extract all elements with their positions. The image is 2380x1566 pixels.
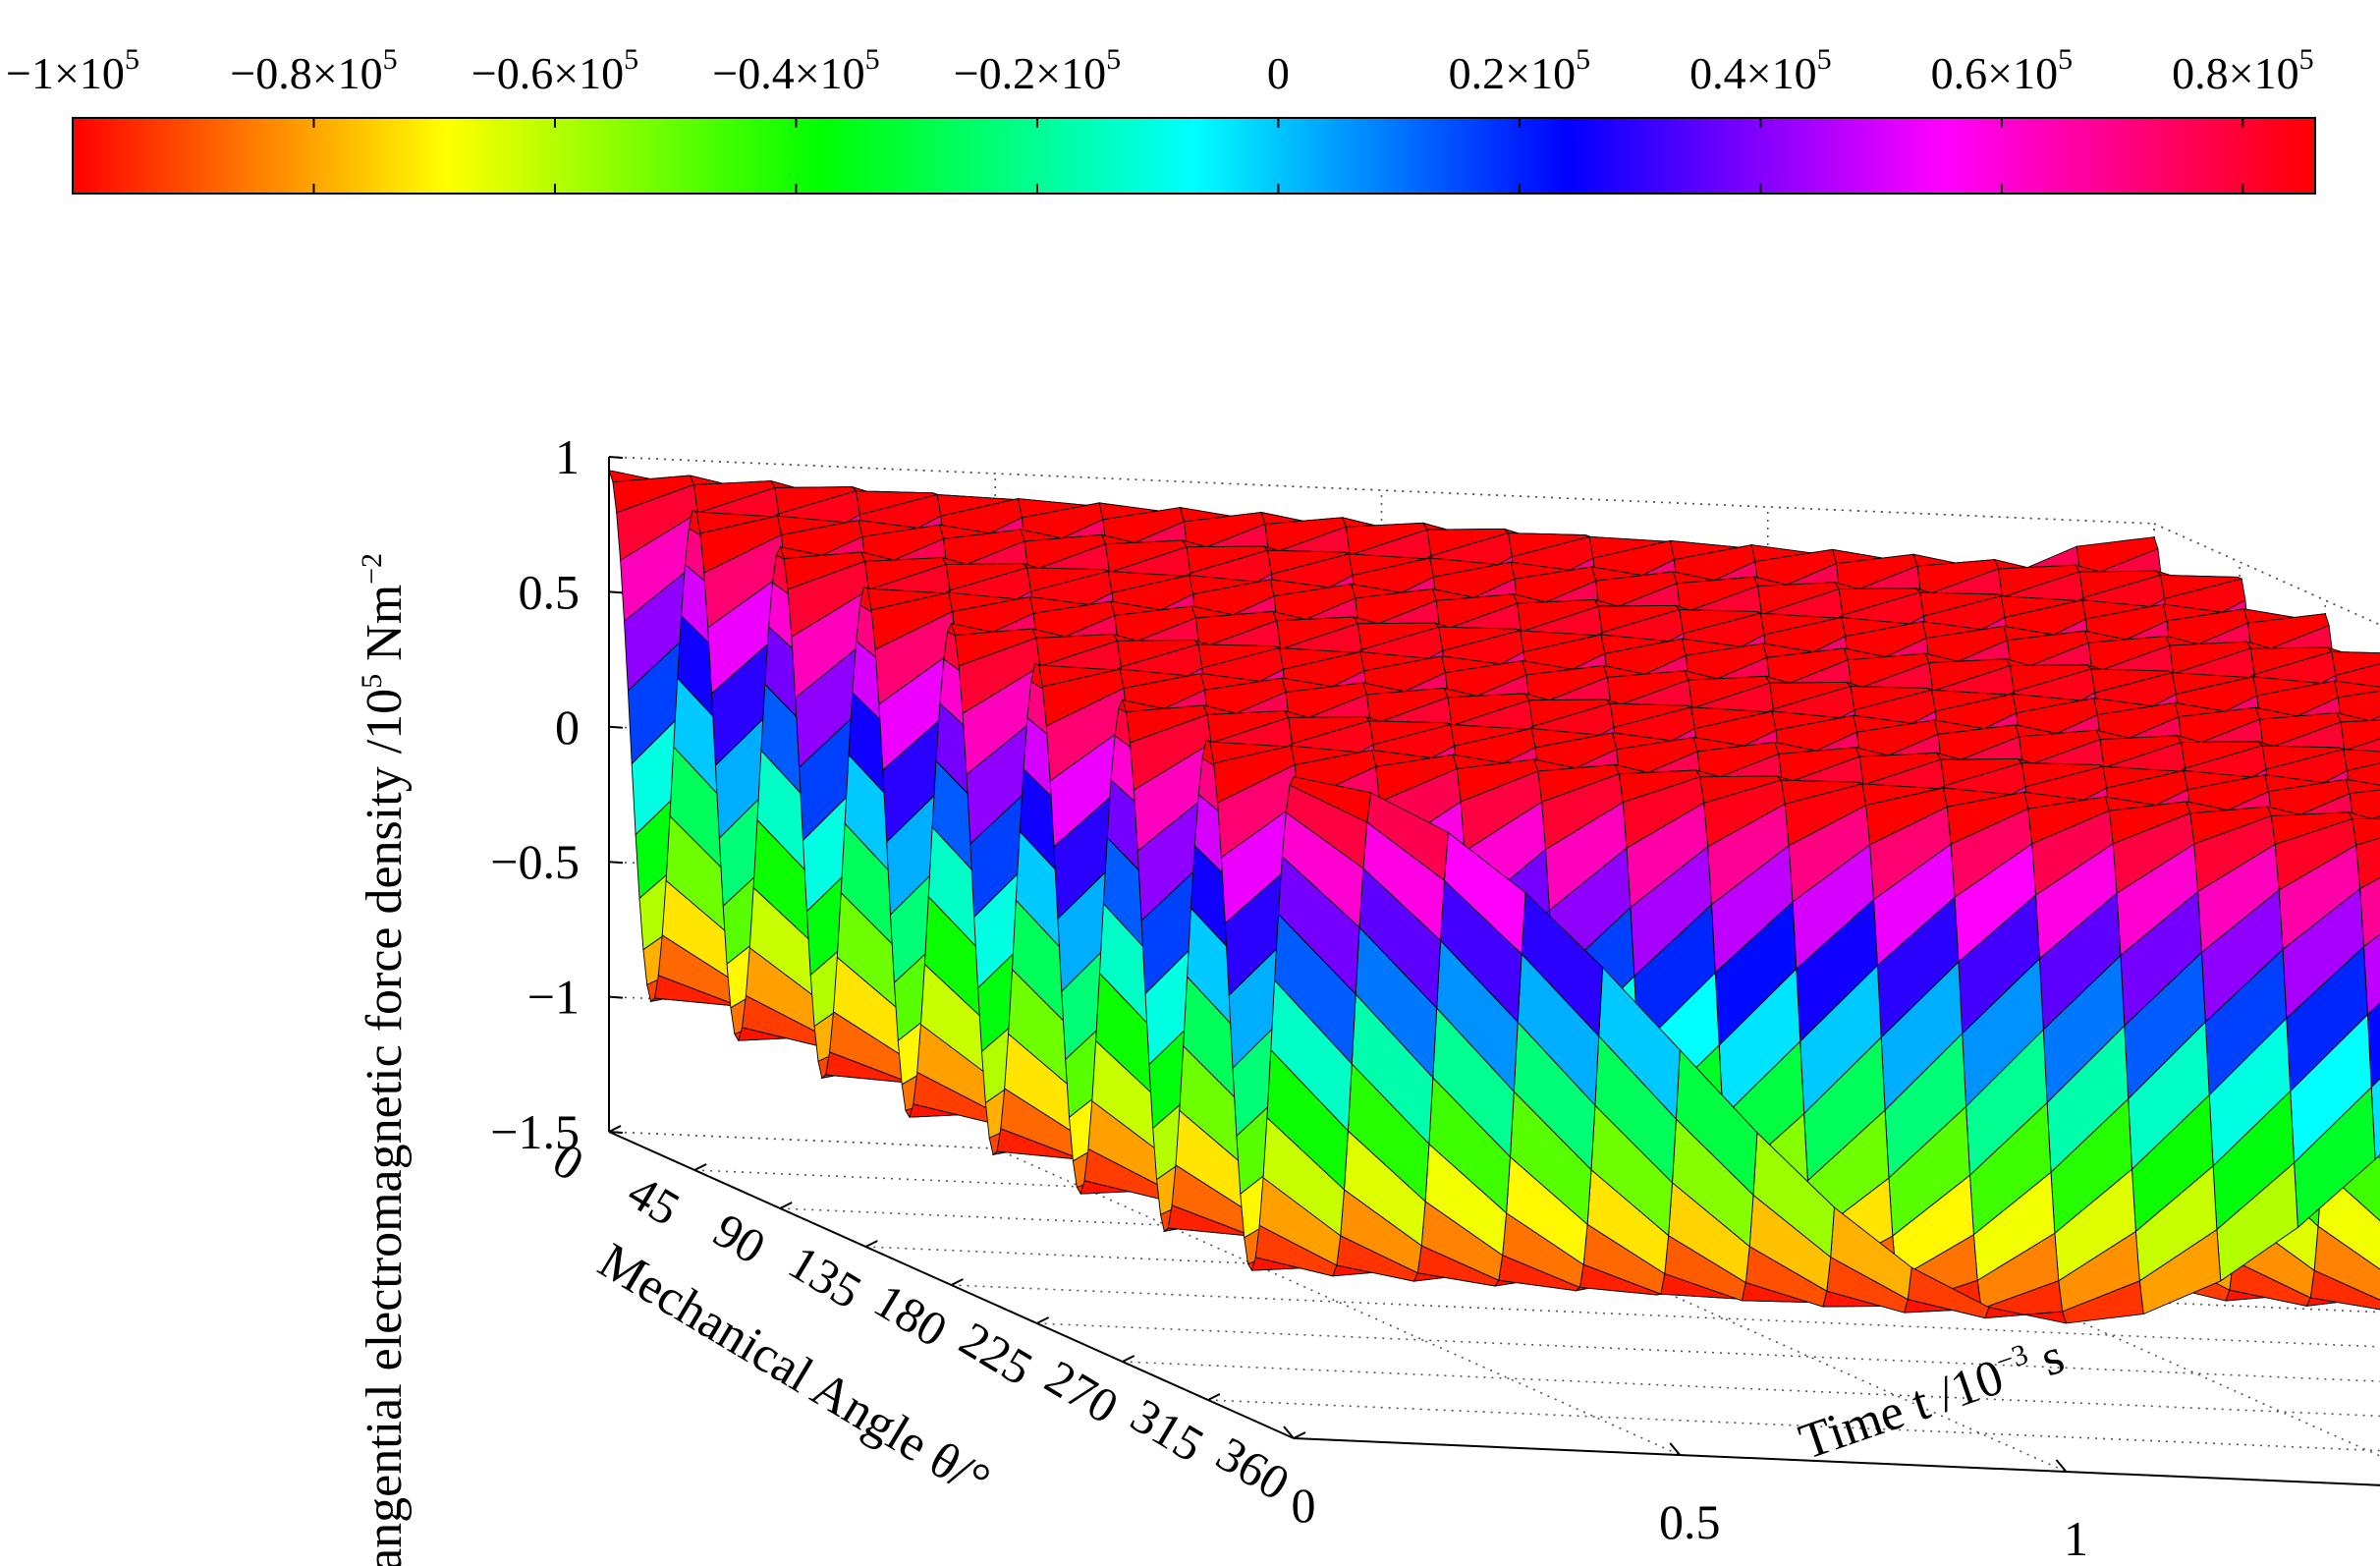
z-tick-mark bbox=[608, 1131, 624, 1134]
x-tick-label: 180 bbox=[865, 1272, 957, 1358]
y-tick-mark bbox=[1669, 1442, 1682, 1456]
z-tick-label: −1 bbox=[527, 970, 580, 1025]
colorbar-tick-label: 0.8×105 bbox=[2172, 43, 2313, 98]
floor-grid-line bbox=[951, 1284, 2380, 1348]
z-tick-mark bbox=[608, 995, 624, 999]
colorbar-tick-label: −1×105 bbox=[6, 43, 139, 98]
colorbar-tick-label: 0.6×105 bbox=[1931, 43, 2073, 98]
colorbar-ticks: −1×105 −0.8×105 −0.6×105 −0.4×105 −0.2×105 0 0… bbox=[6, 43, 2314, 194]
colorbar-tick-label: −0.4×105 bbox=[712, 43, 879, 98]
z-tick-label: 1 bbox=[555, 429, 580, 484]
y-axis-label: Time t /10−3 s bbox=[1793, 1327, 2072, 1471]
x-tick-label: 45 bbox=[619, 1164, 690, 1237]
y-tick-label: 0.5 bbox=[1659, 1494, 1721, 1549]
z-tick-label: −1.5 bbox=[490, 1104, 580, 1159]
z-tick-mark bbox=[608, 456, 624, 459]
floor-grid-line bbox=[1207, 1399, 2380, 1452]
x-tick-mark bbox=[864, 1240, 878, 1248]
z-tick-mark bbox=[608, 725, 624, 729]
colorbar-tick-label: 0 bbox=[1267, 48, 1290, 98]
x-tick-label: 135 bbox=[780, 1234, 871, 1319]
x-tick-label: 225 bbox=[951, 1311, 1042, 1396]
z-axis-ticks: −1.5 −1 −0.5 0 0.5 1 bbox=[490, 429, 624, 1159]
colorbar-gradient bbox=[72, 117, 2316, 195]
z-tick-mark bbox=[608, 590, 624, 594]
x-tick-label: 270 bbox=[1036, 1349, 1128, 1434]
y-tick-mark bbox=[1283, 1426, 1295, 1439]
x-tick-mark bbox=[1122, 1355, 1135, 1363]
z-tick-label: 0.5 bbox=[519, 564, 581, 619]
box-edge bbox=[608, 456, 2155, 525]
y-tick-label: 0 bbox=[1292, 1478, 1316, 1533]
z-tick-mark bbox=[608, 861, 624, 865]
y-tick-label: 1 bbox=[2064, 1511, 2088, 1566]
floor-grid-line bbox=[1036, 1322, 2380, 1382]
x-tick-mark bbox=[1293, 1431, 1306, 1439]
colorbar-tick-label: 0.2×105 bbox=[1449, 43, 1590, 98]
colorbar-tick-label: 0.4×105 bbox=[1689, 43, 1831, 98]
x-tick-label: 90 bbox=[704, 1202, 775, 1275]
colorbar: −1×105 −0.8×105 −0.6×105 −0.4×105 −0.2×105 0 0… bbox=[6, 43, 2316, 195]
x-tick-mark bbox=[693, 1163, 707, 1171]
colorbar-tick-label: −0.8×105 bbox=[230, 43, 397, 98]
x-tick-mark bbox=[1207, 1393, 1221, 1401]
x-tick-mark bbox=[608, 1125, 622, 1133]
y-tick-mark bbox=[2055, 1459, 2068, 1473]
z-tick-label: 0 bbox=[555, 699, 580, 755]
x-tick-mark bbox=[951, 1278, 964, 1286]
colorbar-tick-label: −0.2×105 bbox=[954, 43, 1121, 98]
y-axis-ticks: 00.511.52 bbox=[1283, 1426, 2088, 1566]
x-tick-label: 360 bbox=[1207, 1426, 1299, 1511]
x-tick-mark bbox=[779, 1202, 793, 1209]
colorbar-tick-label: −0.6×105 bbox=[471, 43, 638, 98]
x-tick-mark bbox=[1036, 1316, 1050, 1324]
surface-plot bbox=[608, 470, 2380, 1324]
x-tick-label: 315 bbox=[1122, 1387, 1213, 1473]
z-tick-label: −0.5 bbox=[490, 834, 580, 889]
surface-patch bbox=[1289, 776, 1372, 823]
z-axis-label: Tangential electromagnetic force density… bbox=[356, 553, 413, 1566]
